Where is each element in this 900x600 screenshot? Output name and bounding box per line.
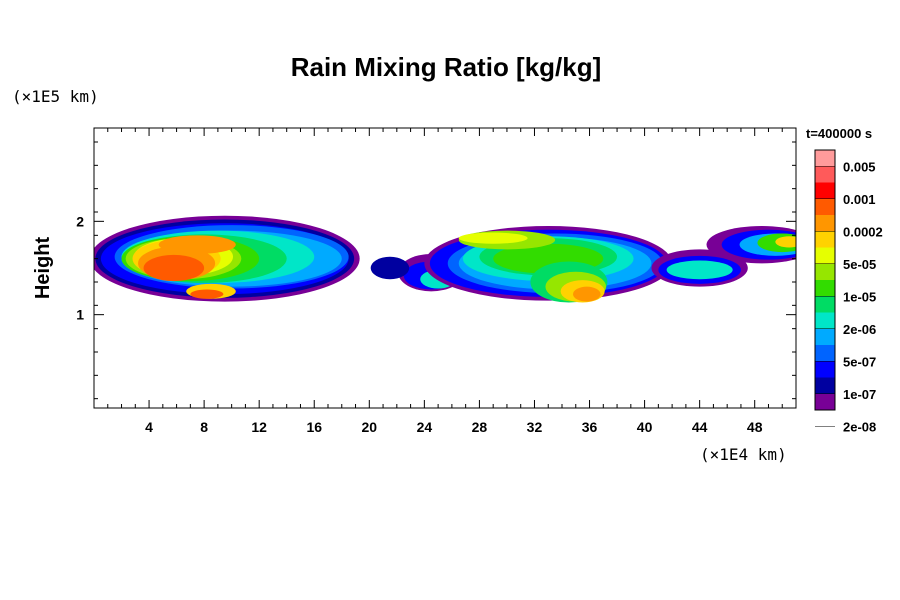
x-tick-label: 16 [306,419,322,435]
x-tick-label: 44 [692,419,708,435]
x-tick-label: 12 [251,419,267,435]
colorbar-label: 0.001 [843,192,876,207]
colorbar-swatch [815,345,835,362]
rain-contour [158,235,236,255]
x-tick-label: 36 [582,419,598,435]
colorbar-frame [814,149,836,411]
rain-contour [573,286,601,302]
colorbar-swatch [815,215,835,232]
y-tick-label: 2 [76,213,84,229]
colorbar-label: 1e-05 [843,289,876,304]
y-axis-ticks: 12 [76,141,796,400]
y-unit-label: (×1E5 km) [12,87,99,106]
colorbar-swatch [815,198,835,215]
colorbar-swatch [815,280,835,297]
x-unit-label: (×1E4 km) [700,445,787,464]
colorbar-swatch [815,150,835,167]
colorbar-swatch [815,361,835,378]
colorbar-swatch [815,328,835,345]
x-tick-label: 32 [527,419,543,435]
x-tick-label: 28 [472,419,488,435]
y-axis-label: Height [32,237,54,300]
rain-contour [666,260,733,280]
x-tick-label: 4 [145,419,153,435]
colorbar-swatch [815,377,835,394]
x-tick-label: 20 [362,419,378,435]
rain-contour [458,232,528,244]
colorbar-label: 5e-05 [843,257,876,272]
chart-title: Rain Mixing Ratio [kg/kg] [291,52,602,82]
x-axis-ticks: 4 8 12 16 20 24 28 32 36 40 44 48 [107,128,797,435]
rain-contour [370,256,410,280]
colorbar-swatch [815,166,835,183]
rain-contour [190,289,224,299]
colorbar-label: 2e-06 [843,322,876,337]
colorbar-swatch [815,312,835,329]
colorbar-label: 0.0002 [843,224,883,239]
colorbar: 0.005 0.001 0.0002 5e-05 1e-05 2e-06 5e-07 1e-0… [814,149,883,434]
colorbar-swatch [815,393,835,410]
x-tick-label: 24 [417,419,433,435]
time-label: t=400000 s [806,126,872,141]
colorbar-swatch [815,296,835,313]
colorbar-label: 5e-07 [843,354,876,369]
colorbar-swatch [815,247,835,264]
colorbar-label: 0.005 [843,159,876,174]
rain-field [94,215,796,303]
colorbar-swatch [815,182,835,199]
colorbar-swatch [815,263,835,280]
x-tick-label: 40 [637,419,653,435]
plot-frame [93,127,797,409]
colorbar-label: 1e-07 [843,387,876,402]
plot-area: 4 8 12 16 20 24 28 32 36 40 44 48 12 [76,127,797,435]
colorbar-swatch [815,231,835,248]
y-tick-label: 1 [76,307,84,323]
x-tick-label: 8 [200,419,208,435]
x-tick-label: 48 [747,419,763,435]
rain-contour [775,236,796,248]
rain-contour [143,254,205,282]
colorbar-label: 2e-08 [843,419,876,434]
